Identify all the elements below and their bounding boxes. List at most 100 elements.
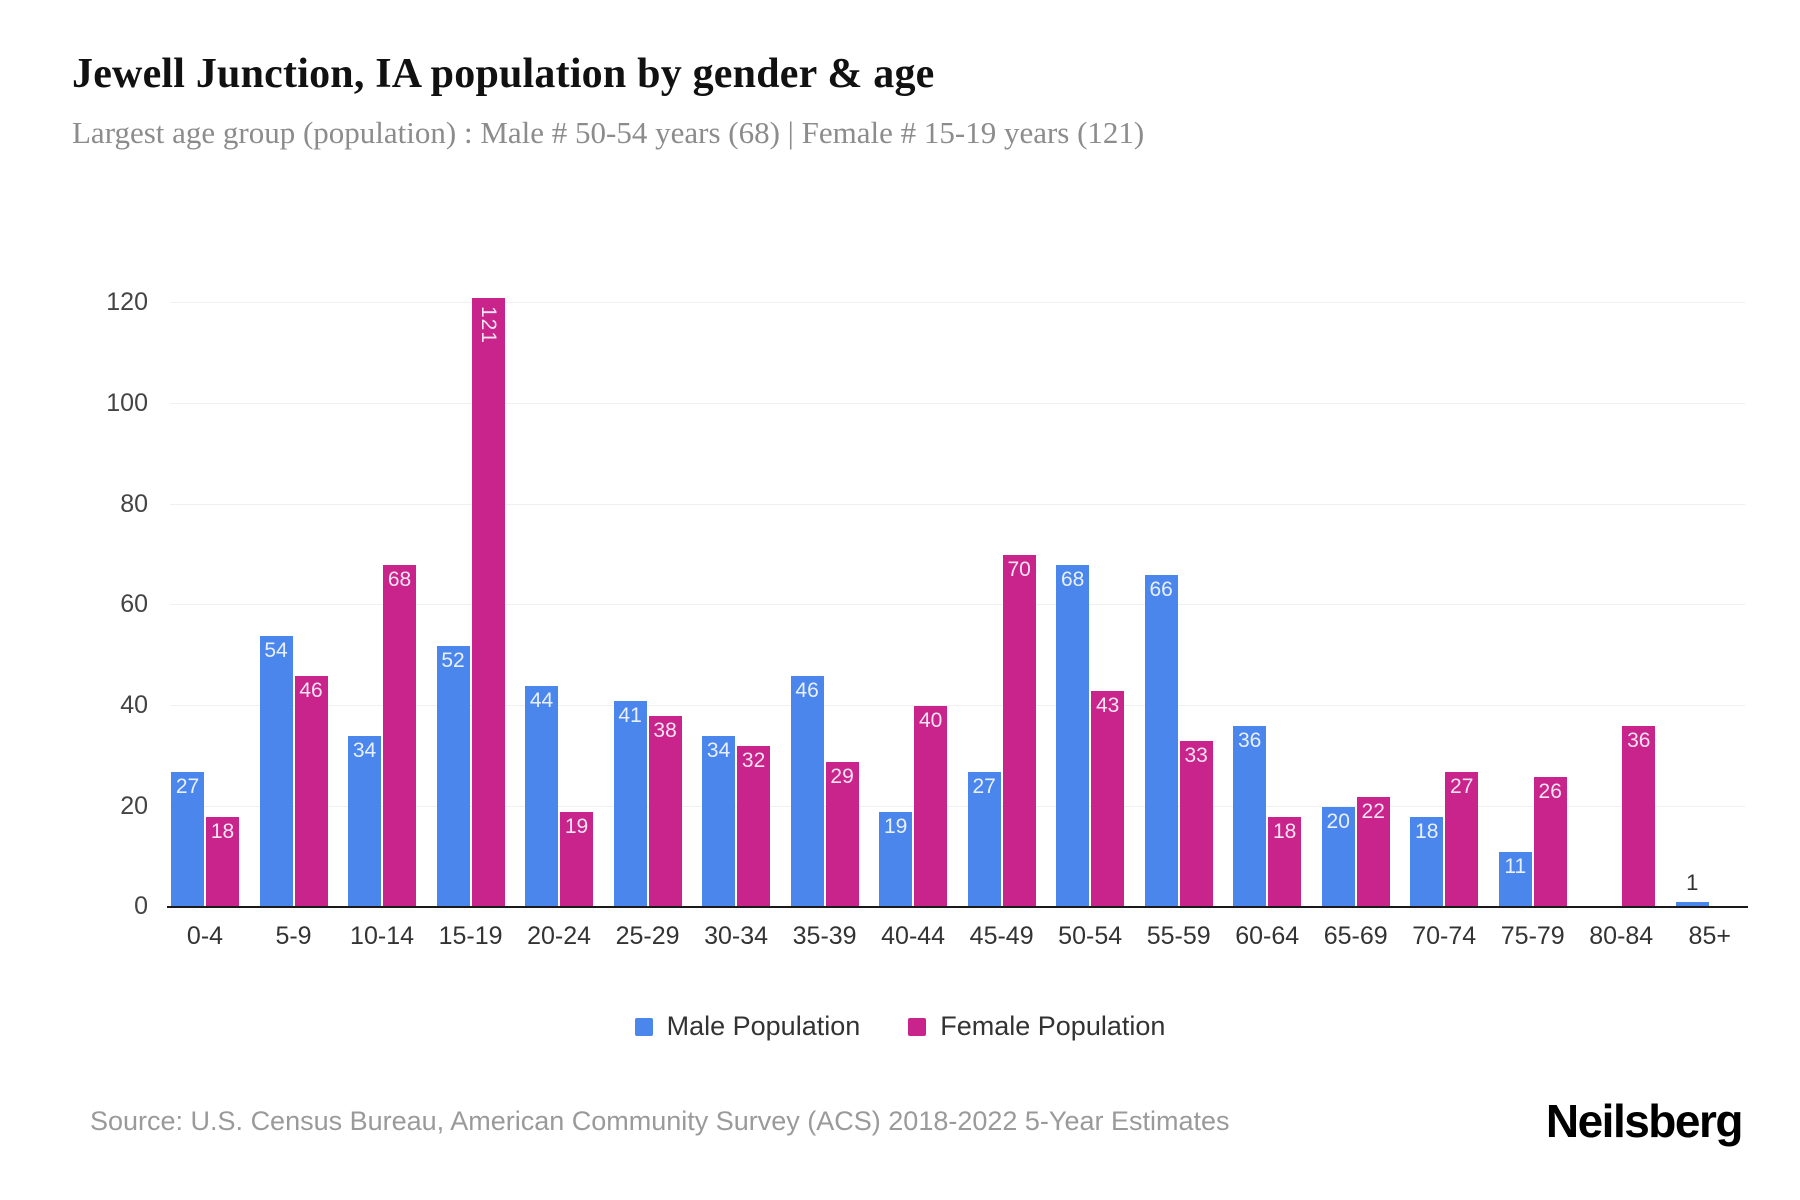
legend: Male Population Female Population — [0, 1011, 1800, 1042]
bar-group-45-49: 27 70 45-49 — [967, 303, 1036, 950]
female-bar-value-65-69: 22 — [1361, 799, 1385, 823]
legend-item-male: Male Population — [634, 1011, 860, 1042]
male-bar-value-15-19: 52 — [441, 648, 465, 672]
male-bar-value-70-74: 18 — [1415, 819, 1439, 843]
x-tick-label-10-14: 10-14 — [350, 922, 415, 951]
bar-group-0-4: 27 18 0-4 — [171, 303, 239, 950]
male-bar-value-20-24: 44 — [529, 689, 554, 713]
male-bar-70-74: 18 — [1410, 816, 1444, 908]
male-bar-value-25-29: 41 — [618, 704, 642, 728]
male-bar-value-10-14: 34 — [352, 739, 377, 763]
female-bar-value-50-54: 43 — [1095, 694, 1120, 718]
female-bar-value-55-59: 33 — [1184, 744, 1208, 768]
x-tick-label-75-79: 75-79 — [1500, 922, 1565, 951]
bar-group-80-84: 36 80-84 — [1587, 303, 1656, 950]
x-tick-label-20-24: 20-24 — [527, 922, 592, 951]
female-bar-value-70-74: 27 — [1450, 774, 1474, 798]
female-bar-value-0-4: 18 — [210, 819, 235, 843]
male-bar-85+: 1 — [1675, 870, 1709, 908]
chart-title: Jewell Junction, IA population by gender… — [72, 51, 935, 97]
female-bar-40-44: 40 — [914, 706, 948, 908]
female-bar-70-74: 27 — [1445, 771, 1479, 908]
bar-group-15-19: 52 121 15-19 — [436, 298, 505, 950]
male-bar-0-4: 27 — [171, 771, 204, 908]
male-bar-value-5-9: 54 — [264, 638, 288, 662]
x-axis-line — [167, 906, 1748, 909]
bar-groups: 27 18 0-4 54 46 5-9 34 68 10-14 52 121 15-19 44 19 20-… — [170, 298, 1745, 950]
female-bar-80-84: 36 — [1622, 726, 1656, 908]
male-bar-value-30-34: 34 — [706, 739, 731, 763]
gridline-20 — [170, 805, 1745, 807]
x-tick-label-70-74: 70-74 — [1412, 922, 1477, 951]
bar-group-75-79: 11 26 75-79 — [1498, 303, 1567, 950]
male-bar-55-59: 66 — [1144, 575, 1178, 908]
female-bar-value-20-24: 19 — [564, 814, 589, 838]
male-bar-5-9: 54 — [259, 635, 293, 908]
x-tick-label-80-84: 80-84 — [1589, 922, 1654, 951]
female-bar-value-45-49: 70 — [1007, 558, 1031, 582]
y-tick-label-120: 120 — [106, 288, 148, 317]
female-bar-10-14: 68 — [383, 565, 417, 908]
x-tick-label-40-44: 40-44 — [881, 922, 946, 951]
x-tick-label-45-49: 45-49 — [969, 922, 1034, 951]
legend-item-female: Female Population — [908, 1011, 1165, 1042]
y-tick-label-60: 60 — [120, 590, 148, 619]
bar-group-55-59: 66 33 55-59 — [1144, 303, 1213, 950]
female-bar-5-9: 46 — [294, 675, 328, 908]
x-tick-label-15-19: 15-19 — [438, 922, 503, 951]
x-tick-label-30-34: 30-34 — [704, 922, 769, 951]
gridline-100 — [170, 403, 1745, 405]
male-bar-20-24: 44 — [525, 686, 559, 908]
bar-group-5-9: 54 46 5-9 — [259, 303, 328, 950]
bar-group-50-54: 68 43 50-54 — [1056, 303, 1125, 950]
male-bar-value-65-69: 20 — [1326, 809, 1350, 833]
female-bar-value-75-79: 26 — [1538, 779, 1562, 803]
female-bar-30-34: 32 — [737, 746, 771, 908]
x-tick-label-25-29: 25-29 — [615, 922, 680, 951]
bar-group-35-39: 46 29 35-39 — [790, 303, 859, 950]
male-bar-value-75-79: 11 — [1504, 855, 1527, 879]
male-bar-75-79: 11 — [1498, 852, 1532, 908]
female-bar-value-40-44: 40 — [918, 709, 943, 733]
male-bar-65-69: 20 — [1321, 806, 1355, 908]
legend-swatch-icon — [908, 1017, 927, 1036]
female-bar-value-60-64: 18 — [1273, 819, 1297, 843]
legend-label: Female Population — [940, 1011, 1166, 1042]
source-text: Source: U.S. Census Bureau, American Com… — [90, 1105, 1230, 1136]
female-bar-20-24: 19 — [560, 811, 594, 908]
bar-group-60-64: 36 18 60-64 — [1233, 303, 1302, 950]
female-bar-60-64: 18 — [1268, 816, 1302, 908]
female-bar-15-19: 121 — [471, 298, 505, 908]
male-bar-60-64: 36 — [1233, 726, 1267, 908]
female-bar-value-5-9: 46 — [299, 678, 323, 702]
female-bar-50-54: 43 — [1091, 691, 1125, 908]
x-tick-label-35-39: 35-39 — [792, 922, 857, 951]
y-tick-label-100: 100 — [106, 389, 148, 418]
male-bar-10-14: 34 — [348, 736, 382, 908]
bar-group-85+: 1 85+ — [1675, 303, 1744, 950]
female-bar-value-35-39: 29 — [830, 764, 854, 788]
x-tick-label-85+: 85+ — [1688, 922, 1731, 951]
male-bar-value-60-64: 36 — [1238, 729, 1262, 753]
gridline-120 — [170, 302, 1745, 304]
gridline-80 — [170, 503, 1745, 505]
female-bar-75-79: 26 — [1533, 776, 1567, 908]
footer: Source: U.S. Census Bureau, American Com… — [0, 1094, 1800, 1148]
male-bar-25-29: 41 — [613, 701, 647, 908]
female-bar-55-59: 33 — [1179, 741, 1213, 908]
female-bar-45-49: 70 — [1002, 555, 1036, 908]
gridline-40 — [170, 705, 1745, 707]
female-bar-value-80-84: 36 — [1627, 729, 1651, 753]
header: Jewell Junction, IA population by gender… — [0, 50, 1800, 151]
x-tick-label-5-9: 5-9 — [275, 922, 312, 951]
male-bar-15-19: 52 — [436, 645, 470, 908]
y-tick-label-40: 40 — [120, 691, 148, 720]
x-tick-label-65-69: 65-69 — [1323, 922, 1388, 951]
female-bar-35-39: 29 — [825, 761, 859, 908]
female-bar-25-29: 38 — [648, 716, 682, 908]
gridline-60 — [170, 604, 1745, 606]
male-bar-30-34: 34 — [702, 736, 736, 908]
y-tick-label-0: 0 — [134, 892, 148, 921]
bar-group-25-29: 41 38 25-29 — [613, 303, 682, 950]
